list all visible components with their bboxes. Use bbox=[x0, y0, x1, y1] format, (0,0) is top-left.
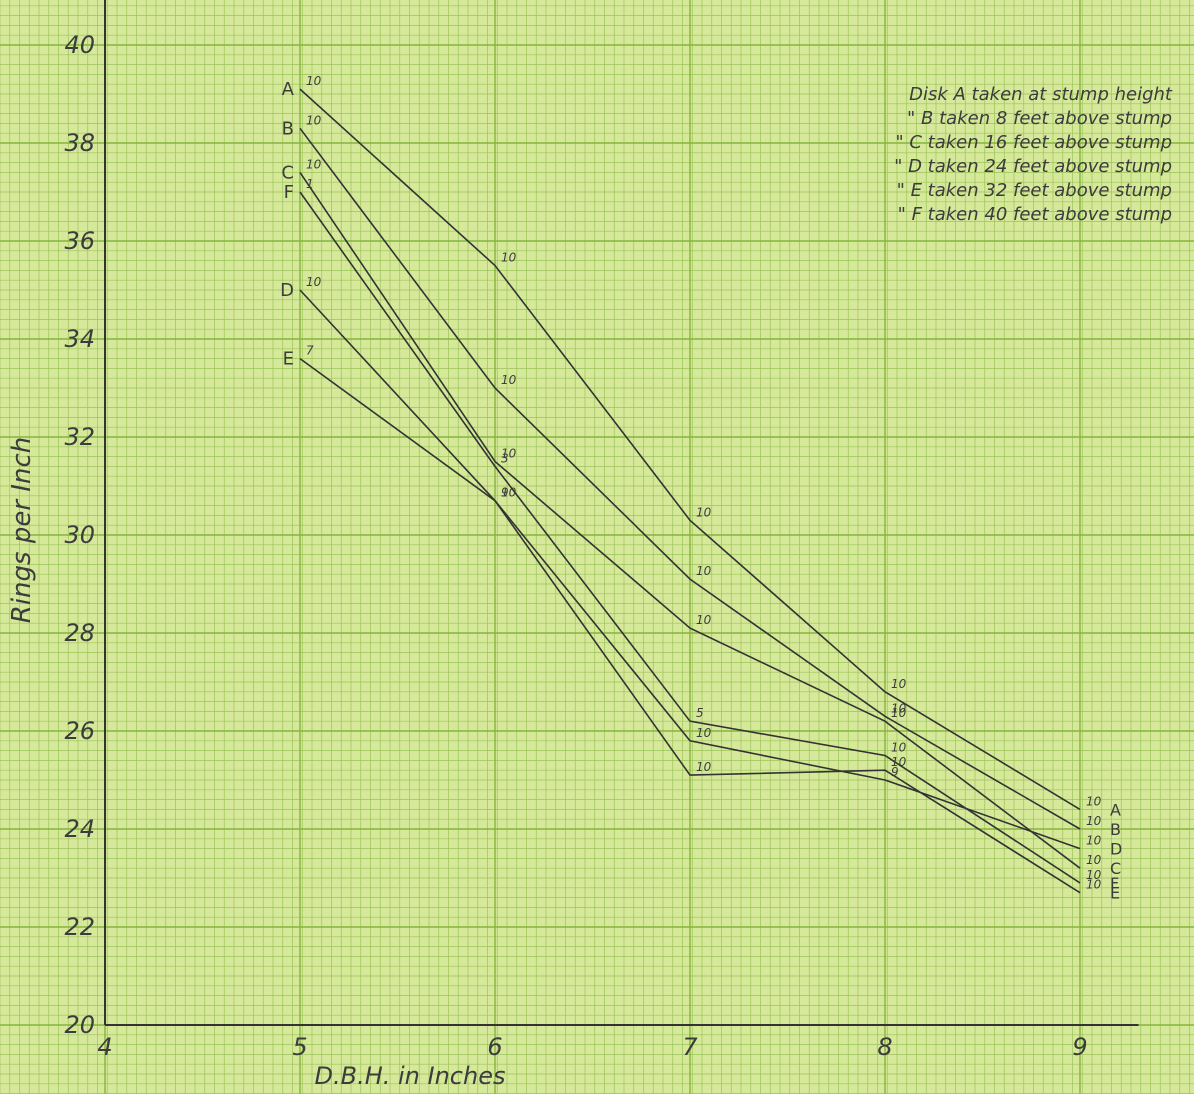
point-note: 10 bbox=[306, 157, 322, 171]
point-note: 9 bbox=[501, 486, 509, 500]
series-label-start: A bbox=[282, 79, 295, 100]
legend-note: Disk A taken at stump height bbox=[909, 84, 1173, 105]
chart: D.B.H. in Inches Rings per Inch 4 5 6 7 8 9 20… bbox=[0, 0, 1194, 1094]
y-tick-label: 38 bbox=[64, 129, 95, 157]
x-tick-label: 4 bbox=[97, 1033, 112, 1061]
y-tick-label: 24 bbox=[64, 815, 95, 843]
series-label-start: E bbox=[283, 349, 294, 370]
point-note: 10 bbox=[501, 251, 517, 265]
series-label-end: B bbox=[1110, 820, 1121, 839]
point-note: 10 bbox=[696, 726, 712, 740]
y-tick-label: 26 bbox=[64, 717, 95, 745]
x-axis-label: D.B.H. in Inches bbox=[315, 1062, 506, 1090]
point-note: 10 bbox=[1086, 834, 1102, 848]
point-note: 10 bbox=[696, 760, 712, 774]
x-tick-label: 8 bbox=[877, 1033, 892, 1061]
point-note: 1 bbox=[306, 177, 314, 191]
point-note: 10 bbox=[891, 755, 907, 769]
point-note: 10 bbox=[891, 706, 907, 720]
point-note: 10 bbox=[306, 74, 322, 88]
point-note: 10 bbox=[1086, 853, 1102, 867]
point-note: 10 bbox=[306, 275, 322, 289]
series-label-start: D bbox=[280, 280, 294, 301]
series-label-end: F bbox=[1110, 874, 1119, 893]
point-note: 10 bbox=[696, 505, 712, 519]
point-note: 5 bbox=[696, 706, 704, 720]
series-label-end: D bbox=[1110, 840, 1122, 859]
x-tick-label: 9 bbox=[1072, 1033, 1087, 1061]
legend-note: " F taken 40 feet above stump bbox=[898, 204, 1172, 225]
y-axis-label: Rings per Inch bbox=[7, 437, 37, 623]
x-tick-label: 5 bbox=[292, 1033, 307, 1061]
legend-note: " B taken 8 feet above stump bbox=[907, 108, 1172, 129]
point-note: 3 bbox=[501, 451, 509, 465]
y-tick-label: 40 bbox=[64, 31, 95, 59]
series-label-start: C bbox=[281, 162, 294, 183]
series-label-start: B bbox=[282, 118, 294, 139]
legend-note: " D taken 24 feet above stump bbox=[894, 156, 1172, 177]
series-label-end: A bbox=[1110, 800, 1121, 819]
point-note: 10 bbox=[696, 613, 712, 627]
point-note: 10 bbox=[696, 564, 712, 578]
point-note: 10 bbox=[501, 373, 517, 387]
point-note: 10 bbox=[1086, 794, 1102, 808]
point-note: 10 bbox=[306, 113, 322, 127]
y-tick-label: 22 bbox=[64, 913, 95, 941]
point-note: 7 bbox=[306, 344, 314, 358]
legend-note: " E taken 32 feet above stump bbox=[897, 180, 1172, 201]
point-note: 10 bbox=[891, 741, 907, 755]
series-label-start: F bbox=[284, 182, 294, 203]
y-tick-label: 30 bbox=[64, 521, 95, 549]
x-tick-label: 6 bbox=[487, 1033, 502, 1061]
point-note: 10 bbox=[1086, 868, 1102, 882]
y-tick-label: 20 bbox=[64, 1011, 95, 1039]
point-note: 10 bbox=[891, 677, 907, 691]
y-tick-label: 34 bbox=[64, 325, 95, 353]
y-tick-label: 36 bbox=[64, 227, 95, 255]
y-tick-label: 28 bbox=[64, 619, 95, 647]
legend-note: " C taken 16 feet above stump bbox=[895, 132, 1172, 153]
y-tick-label: 32 bbox=[64, 423, 95, 451]
point-note: 10 bbox=[1086, 814, 1102, 828]
x-tick-label: 7 bbox=[682, 1033, 698, 1061]
